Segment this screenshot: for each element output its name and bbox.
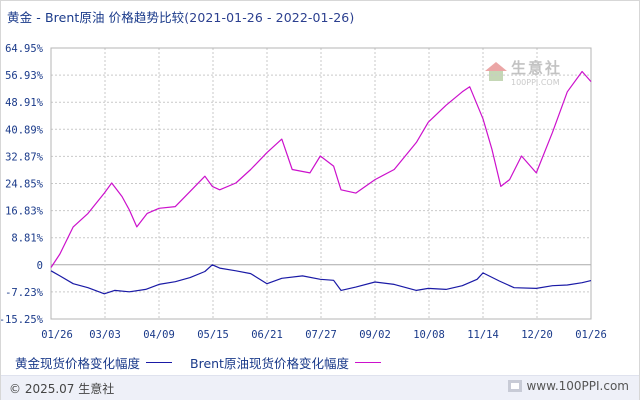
y-tick-label: -7.23%: [5, 287, 44, 299]
y-tick-label: 56.93%: [5, 70, 44, 82]
watermark-name: 生意社: [511, 59, 563, 77]
x-tick-label: 09/02: [359, 329, 391, 341]
footer-bar: © 2025.07 生意社 www.100PPI.com: [1, 375, 639, 400]
watermark-url: 100PPI.COM: [511, 78, 560, 87]
x-tick-label: 06/21: [251, 329, 283, 341]
x-tick-label: 10/08: [413, 329, 445, 341]
legend-item-brent: Brent原油现货价格变化幅度: [190, 353, 381, 372]
site-url: www.100PPI.com: [526, 379, 629, 393]
y-tick-label: 8.81%: [11, 233, 43, 245]
y-tick-label: 0: [37, 260, 43, 272]
house-icon: [485, 62, 507, 82]
chart-title-text: 黄金 - Brent原油 价格趋势比较: [7, 10, 185, 25]
y-tick-label: 16.83%: [5, 206, 44, 218]
legend-label-brent: Brent原油现货价格变化幅度: [190, 356, 349, 371]
y-tick-label: 48.91%: [5, 97, 44, 109]
legend-swatch-brent: [354, 362, 381, 363]
x-tick-label: 11/14: [467, 329, 499, 341]
site-logo-icon: [508, 380, 523, 392]
x-tick-label: 07/27: [305, 329, 337, 341]
x-tick-label: 05/15: [197, 329, 229, 341]
x-tick-label: 01/26: [41, 329, 73, 341]
y-tick-label: -15.25%: [1, 314, 44, 326]
watermark-logo: 生意社 100PPI.COM: [485, 57, 562, 87]
y-tick-label: 64.95%: [5, 43, 44, 55]
y-tick-label: 32.87%: [5, 151, 44, 163]
chart-date-range: (2021-01-26 - 2022-01-26): [184, 10, 355, 25]
y-tick-label: 24.85%: [5, 179, 44, 191]
x-tick-label: 01/26: [575, 329, 607, 341]
legend-label-gold: 黄金现货价格变化幅度: [15, 356, 141, 371]
series-line-brent: [50, 70, 592, 268]
plot-area-border: [50, 47, 592, 320]
x-tick-label: 03/03: [89, 329, 121, 341]
legend-swatch-gold: [146, 362, 173, 363]
chart-legend: 黄金现货价格变化幅度 Brent原油现货价格变化幅度: [15, 353, 395, 372]
y-tick-label: 40.89%: [5, 124, 44, 136]
chart-title: 黄金 - Brent原油 价格趋势比较(2021-01-26 - 2022-01…: [7, 7, 354, 26]
x-tick-label: 12/20: [521, 329, 553, 341]
series-line-gold: [50, 264, 592, 295]
x-tick-label: 04/09: [143, 329, 175, 341]
copyright-text: © 2025.07 生意社: [9, 382, 115, 396]
legend-item-gold: 黄金现货价格变化幅度: [15, 353, 173, 372]
site-link[interactable]: www.100PPI.com: [508, 379, 629, 393]
